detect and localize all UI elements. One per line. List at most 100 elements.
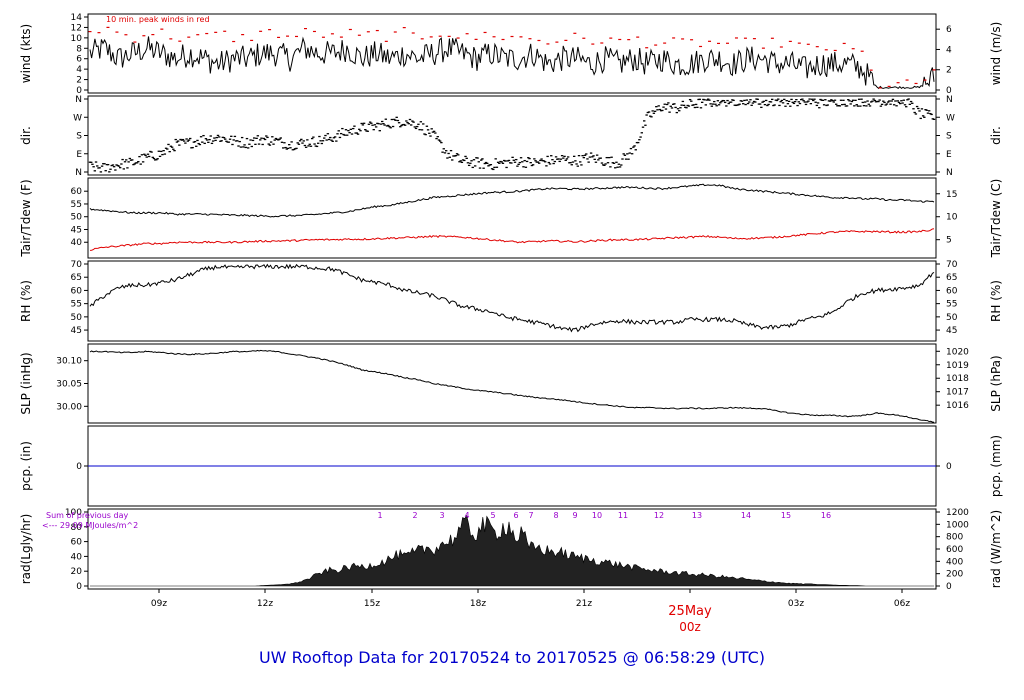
x-tick-label: 09z	[151, 599, 167, 609]
rad-hour-mark: 3	[439, 511, 444, 520]
rad-hour-mark: 14	[741, 511, 751, 520]
rad-hour-mark: 9	[572, 511, 577, 520]
y-axis-label-temp: Tair/Tdew (F)	[19, 179, 33, 257]
y-tick-label-dir: N	[75, 95, 82, 105]
rad-annotation-1: Sum of previous day	[46, 511, 128, 520]
footer-title: UW Rooftop Data for 20170524 to 20170525…	[258, 648, 766, 667]
y-tick-label-right-wind: 0	[946, 86, 952, 96]
y-tick-label-right-rh: 50	[946, 313, 958, 323]
y-tick-label-right-temp: 5	[946, 236, 952, 246]
y-tick-label-right-dir: S	[946, 132, 952, 142]
y-tick-label-right-dir: N	[946, 95, 953, 105]
panel-dir	[84, 95, 940, 176]
rad-hour-mark: 5	[490, 511, 495, 520]
x-tick-label-midnight: 00z	[679, 620, 701, 634]
y-tick-label-right-wind: 4	[946, 45, 952, 55]
y-axis-label-right-pcp: pcp. (mm)	[989, 435, 1003, 497]
y-tick-label-temp: 40	[71, 238, 83, 248]
y-tick-label-rad: 80	[71, 523, 83, 533]
panel-frame-slp	[87, 343, 937, 424]
y-tick-label-temp: 50	[71, 213, 83, 223]
y-axis-label-rad: rad(Lgly/hr)	[19, 514, 33, 585]
y-axis-label-rh: RH (%)	[19, 280, 33, 322]
rad-hour-mark: 1	[377, 511, 382, 520]
y-tick-label-right-dir: E	[946, 150, 952, 160]
y-tick-label-rh: 45	[71, 326, 82, 336]
rad-hour-mark: 12	[654, 511, 664, 520]
y-axis-label-right-slp: SLP (hPa)	[989, 355, 1003, 411]
panel-frame-temp	[87, 177, 937, 259]
y-tick-label-right-rad: 800	[946, 533, 963, 543]
y-axis-label-right-rh: RH (%)	[989, 280, 1003, 322]
y-tick-label-slp: 30.05	[56, 380, 82, 390]
y-tick-label-rad: 20	[71, 567, 83, 577]
rad-annotation-2: <--- 29.09 MJoules/m^2	[42, 521, 138, 530]
rad-hour-mark: 13	[692, 511, 702, 520]
panel-slp	[84, 343, 940, 424]
y-tick-label-right-rad: 0	[946, 582, 952, 592]
series-line-rh-0	[89, 263, 935, 333]
y-tick-label-right-rad: 400	[946, 557, 963, 567]
y-tick-label-right-slp: 1017	[946, 388, 969, 398]
y-tick-label-right-dir: W	[946, 113, 955, 123]
x-tick-label: 15z	[364, 599, 380, 609]
panel-temp	[84, 177, 940, 259]
y-tick-label-right-rh: 45	[946, 326, 957, 336]
wind-annotation: 10 min. peak winds in red	[106, 15, 210, 24]
x-tick-label: 06z	[894, 599, 910, 609]
x-tick-label: 12z	[257, 599, 273, 609]
y-tick-label-rh: 55	[71, 300, 82, 310]
y-tick-label-right-slp: 1020	[946, 347, 969, 357]
y-axis-label-right-rad: rad (W/m^2)	[989, 510, 1003, 588]
panel-rad	[84, 508, 940, 590]
rad-hour-mark: 10	[592, 511, 602, 520]
y-tick-label-right-rh: 55	[946, 300, 957, 310]
y-tick-label-right-rad: 200	[946, 570, 963, 580]
panel-rh	[84, 260, 940, 342]
x-tick-label: 21z	[576, 599, 592, 609]
y-tick-label-wind: 0	[76, 86, 82, 96]
y-tick-label-right-rad: 1000	[946, 520, 969, 530]
y-tick-label-rad: 60	[71, 538, 83, 548]
y-tick-label-right-wind: 2	[946, 66, 952, 76]
rad-hour-mark: 15	[781, 511, 791, 520]
y-tick-label-temp: 55	[71, 200, 82, 210]
y-tick-label-temp: 60	[71, 187, 83, 197]
y-tick-label-wind: 12	[71, 23, 82, 33]
y-tick-label-right-wind: 6	[946, 25, 952, 35]
series-line-temp-1	[89, 228, 935, 251]
rad-hour-mark: 16	[821, 511, 831, 520]
y-tick-label-dir: W	[73, 113, 82, 123]
rad-hour-mark: 4	[464, 511, 469, 520]
x-tick-label: 18z	[470, 599, 486, 609]
series-line-temp-0	[89, 183, 935, 218]
y-tick-label-slp: 30.10	[56, 357, 82, 367]
y-tick-label-rad: 40	[71, 552, 83, 562]
y-tick-label-wind: 2	[76, 76, 82, 86]
y-axis-label-dir: dir.	[19, 126, 33, 145]
x-tick-label: 03z	[788, 599, 804, 609]
y-tick-label-rh: 70	[71, 260, 83, 270]
series-line-wind	[89, 36, 935, 90]
rad-hour-mark: 7	[528, 511, 533, 520]
y-axis-label-right-wind: wind (m/s)	[989, 22, 1003, 86]
y-axis-label-pcp: pcp. (in)	[19, 441, 33, 491]
y-tick-label-dir: N	[75, 168, 82, 178]
y-tick-label-dir: E	[76, 150, 82, 160]
y-tick-label-right-rh: 60	[946, 286, 958, 296]
y-tick-label-right-pcp: 0	[946, 462, 952, 472]
y-tick-label-right-rad: 1200	[946, 508, 969, 518]
y-axis-label-wind: wind (kts)	[19, 24, 33, 83]
rad-area	[90, 514, 934, 587]
y-tick-label-pcp: 0	[76, 462, 82, 472]
y-tick-label-right-rh: 70	[946, 260, 958, 270]
y-axis-label-right-temp: Tair/Tdew (C)	[989, 179, 1003, 259]
y-tick-label-right-slp: 1018	[946, 374, 969, 384]
panel-frame-wind	[87, 13, 937, 94]
x-date-label: 25May	[668, 604, 712, 619]
y-tick-label-right-slp: 1019	[946, 361, 969, 371]
y-tick-label-wind: 6	[76, 55, 82, 65]
y-tick-label-right-slp: 1016	[946, 401, 969, 411]
y-tick-label-rh: 65	[71, 273, 82, 283]
